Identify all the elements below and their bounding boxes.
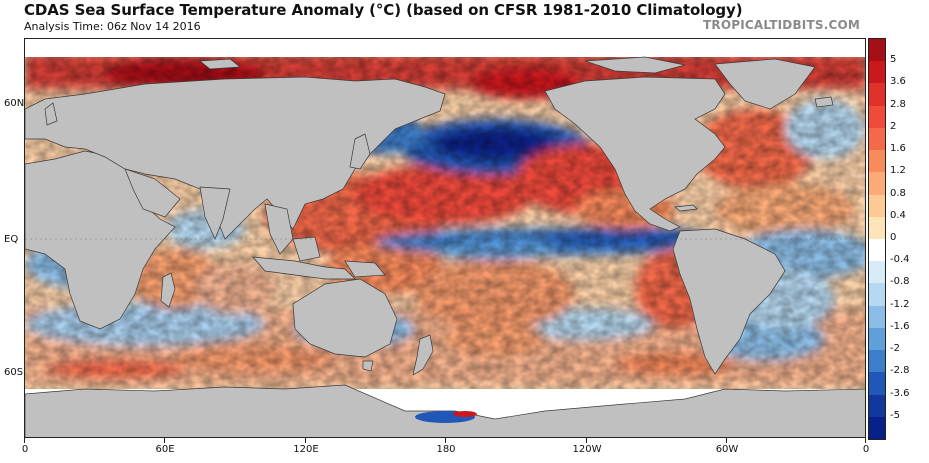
new-zealand (412, 334, 434, 376)
british-isles (44, 102, 58, 126)
colorbar-label: 2.8 (890, 98, 906, 110)
lon-label-60w: 60W (715, 444, 739, 455)
colorbar-label: 5 (890, 54, 897, 66)
colorbar-label: -2 (890, 343, 900, 355)
site-credit[interactable]: TROPICALTIDBITS.COM (703, 18, 860, 32)
arabian-peninsula (124, 168, 181, 218)
colorbar-segment (869, 261, 885, 284)
south-america (672, 228, 786, 375)
colorbar (868, 38, 886, 440)
colorbar-label: -0.4 (890, 254, 910, 266)
lon-tick (445, 438, 446, 443)
colorbar-segment (869, 105, 885, 128)
madagascar-land (160, 272, 176, 308)
caribbean-islands (674, 204, 698, 212)
colorbar-segment (869, 394, 885, 417)
southeast-asia (264, 203, 294, 255)
map-canvas (25, 39, 865, 437)
colorbar-segment (869, 416, 885, 439)
lon-label-180: 180 (436, 444, 456, 455)
colorbar-segment (869, 150, 885, 173)
colorbar-segment (869, 238, 885, 262)
colorbar-label: 1.2 (890, 165, 906, 177)
greenland-land (714, 58, 816, 110)
colorbar-label: -0.8 (890, 276, 910, 288)
colorbar-segment (869, 61, 885, 84)
colorbar-segment (869, 216, 885, 239)
lon-tick (24, 438, 25, 443)
arctic-islands (584, 56, 686, 74)
lon-label-0: 0 (21, 444, 29, 455)
colorbar-segment (869, 327, 885, 351)
colorbar-label: 0.8 (890, 187, 906, 199)
colorbar-label: -1.2 (890, 298, 910, 310)
colorbar-label: 3.6 (890, 76, 906, 88)
svalbard-land (199, 58, 241, 70)
lat-label-60n: 60N (4, 98, 25, 109)
lon-label-0-east: 0 (862, 444, 870, 455)
lon-tick (164, 438, 165, 443)
colorbar-label: 0 (890, 232, 897, 243)
colorbar-segment (869, 83, 885, 106)
colorbar-segment (869, 39, 885, 62)
colorbar-segment (869, 305, 885, 328)
indonesia-islands (252, 256, 356, 280)
lon-label-120w: 120W (572, 444, 602, 455)
borneo-island (292, 236, 321, 262)
lon-label-120e: 120E (293, 444, 319, 455)
colorbar-label: -2.8 (890, 365, 910, 377)
colorbar-label: -3.6 (890, 387, 910, 399)
colorbar-segment (869, 172, 885, 195)
lon-tick (865, 438, 866, 443)
colorbar-label: 1.6 (890, 143, 906, 155)
eurasia-land (25, 76, 446, 240)
lon-label-60e: 60E (155, 444, 175, 455)
ross-sea-warm-spot (453, 411, 477, 417)
arctic-ice (25, 39, 865, 57)
colorbar-segment (869, 194, 885, 217)
iceland-land (814, 96, 834, 108)
colorbar-label: 0.4 (890, 209, 906, 221)
colorbar-segment (869, 127, 885, 151)
chart-title: CDAS Sea Surface Temperature Anomaly (°C… (24, 1, 743, 19)
sst-anomaly-map (24, 38, 866, 438)
colorbar-segment (869, 372, 885, 395)
colorbar-segment (869, 283, 885, 306)
japan-islands (349, 133, 371, 170)
lon-tick (305, 438, 306, 443)
lat-label-eq: EQ (4, 234, 19, 245)
australia-land (292, 278, 398, 358)
analysis-time: Analysis Time: 06z Nov 14 2016 (24, 20, 201, 33)
new-guinea (344, 260, 386, 278)
colorbar-label: 2 (890, 120, 897, 132)
lon-tick (726, 438, 727, 443)
colorbar-label: -5 (890, 409, 900, 421)
colorbar-label: -1.6 (890, 320, 910, 332)
lat-label-60s: 60S (4, 367, 24, 378)
tasmania-island (362, 360, 374, 372)
colorbar-segment (869, 350, 885, 373)
india-land (199, 186, 231, 240)
lon-tick (586, 438, 587, 443)
north-america (544, 76, 726, 232)
